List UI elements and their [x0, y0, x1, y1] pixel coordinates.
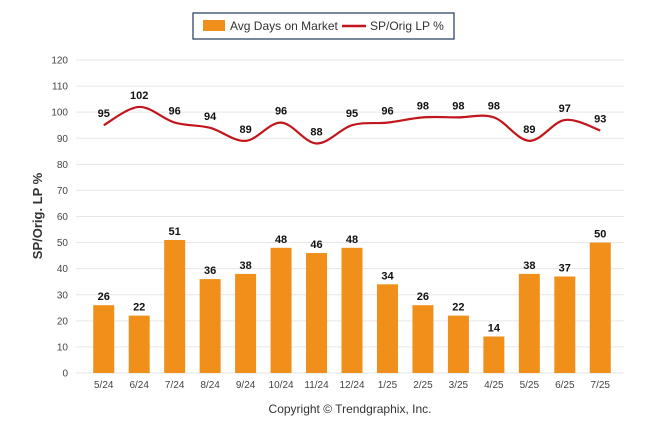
- line-value-label: 96: [275, 106, 287, 118]
- line-value-label: 89: [523, 124, 535, 136]
- y-tick-label: 10: [57, 342, 69, 353]
- bar-value-label: 48: [346, 234, 358, 246]
- bar: [235, 273, 257, 373]
- y-tick-label: 20: [57, 316, 69, 327]
- bar: [589, 242, 611, 373]
- y-tick-label: 40: [57, 264, 69, 275]
- bar: [447, 315, 469, 373]
- x-tick-label: 7/24: [165, 380, 185, 391]
- y-tick-labels: 0 10 20 30 40 50 60 70 80 90 100 110 120: [51, 56, 68, 380]
- y-tick-label: 50: [57, 238, 69, 249]
- y-tick-label: 60: [57, 212, 69, 223]
- bar-value-label: 38: [239, 260, 251, 272]
- y-tick-label: 90: [57, 134, 69, 145]
- bar: [93, 305, 115, 373]
- y-tick-label: 120: [51, 56, 68, 67]
- line-data-labels: 95 102 96 94 89 96 88 95 96 98 98 98 89 97 93: [98, 90, 607, 139]
- bar: [270, 247, 292, 373]
- bar: [128, 315, 150, 373]
- bar-value-label: 14: [488, 322, 501, 334]
- line-value-label: 98: [452, 100, 464, 112]
- bar-value-label: 34: [381, 270, 394, 282]
- legend-bar-swatch: [203, 20, 225, 31]
- line-value-label: 94: [204, 111, 217, 123]
- x-tick-label: 3/25: [449, 380, 469, 391]
- bar-value-label: 22: [452, 302, 464, 314]
- x-tick-label: 10/24: [269, 380, 294, 391]
- line-series: [103, 105, 601, 145]
- y-axis-title: SP/Orig. LP %: [30, 172, 45, 259]
- y-tick-label: 100: [51, 108, 68, 119]
- x-tick-label: 9/24: [236, 380, 256, 391]
- line-value-label: 98: [488, 100, 500, 112]
- x-tick-label: 5/24: [94, 380, 114, 391]
- line-value-label: 89: [239, 124, 251, 136]
- line-value-label: 96: [381, 106, 393, 118]
- y-tick-label: 0: [62, 369, 68, 380]
- y-tick-label: 70: [57, 186, 69, 197]
- bar-value-label: 38: [523, 260, 535, 272]
- line-value-label: 93: [594, 113, 606, 125]
- legend-label-bar: Avg Days on Market: [230, 19, 338, 33]
- x-tick-labels: 5/24 6/24 7/24 8/24 9/24 10/24 11/24 12/24 1/25 2…: [94, 380, 610, 391]
- bar: [164, 239, 186, 373]
- bar-value-label: 48: [275, 234, 287, 246]
- bar-value-label: 50: [594, 229, 606, 241]
- line-value-label: 102: [130, 90, 148, 102]
- bar-value-label: 22: [133, 302, 145, 314]
- copyright-text: Copyright © Trendgraphix, Inc.: [269, 402, 432, 416]
- bar-series: [93, 239, 611, 373]
- x-tick-label: 1/25: [378, 380, 398, 391]
- bar-value-label: 26: [417, 291, 429, 303]
- x-tick-label: 5/25: [520, 380, 540, 391]
- line-value-label: 88: [310, 126, 322, 138]
- x-tick-label: 7/25: [591, 380, 611, 391]
- bar-value-label: 36: [204, 265, 216, 277]
- x-tick-label: 4/25: [484, 380, 504, 391]
- bar-value-label: 46: [310, 239, 322, 251]
- bar-value-label: 37: [559, 262, 571, 274]
- x-tick-label: 12/24: [339, 380, 364, 391]
- legend-box: [192, 12, 455, 40]
- y-tick-label: 30: [57, 290, 69, 301]
- y-tick-label: 80: [57, 160, 69, 171]
- x-tick-label: 8/24: [200, 380, 220, 391]
- bar: [199, 279, 221, 373]
- bar-data-labels: 26 22 51 36 38 48 46 48 34 26 22 14 38 37 50: [98, 226, 607, 335]
- line-value-label: 97: [559, 103, 571, 115]
- bar: [412, 305, 434, 373]
- line-value-label: 98: [417, 100, 429, 112]
- y-tick-label: 110: [52, 82, 68, 93]
- legend-label-line: SP/Orig LP %: [370, 19, 444, 33]
- line-value-label: 95: [98, 108, 110, 120]
- x-tick-label: 11/24: [304, 380, 329, 391]
- bar: [341, 247, 363, 373]
- x-tick-label: 6/25: [555, 380, 575, 391]
- bar: [376, 284, 398, 373]
- line-value-label: 96: [169, 106, 181, 118]
- bar: [483, 336, 505, 373]
- series-line: [103, 105, 601, 145]
- legend: Avg Days on Market SP/Orig LP %: [192, 12, 455, 40]
- bar-value-label: 26: [98, 291, 110, 303]
- bar-value-label: 51: [169, 226, 181, 238]
- x-tick-label: 6/24: [129, 380, 149, 391]
- bar: [518, 273, 540, 373]
- line-value-label: 95: [346, 108, 358, 120]
- x-tick-label: 2/25: [413, 380, 433, 391]
- bar: [554, 276, 576, 373]
- bar: [306, 253, 328, 373]
